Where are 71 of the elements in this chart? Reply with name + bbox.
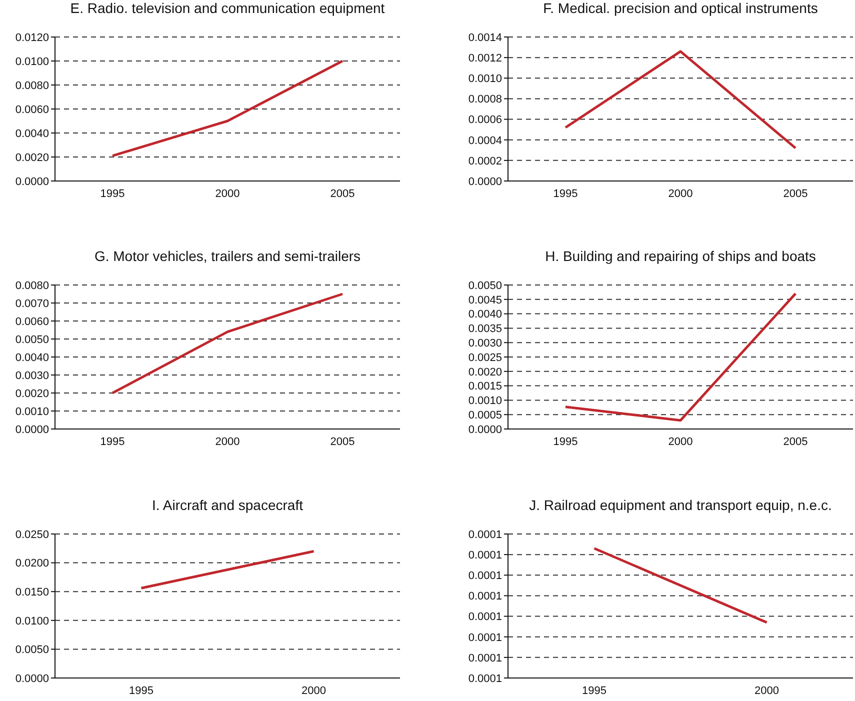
y-tick-label: 0.0060 [15, 104, 49, 116]
x-tick-label: 2000 [754, 684, 779, 697]
y-tick-label: 0.0006 [468, 114, 502, 126]
y-tick-label: 0.0001 [468, 590, 502, 603]
chart-title: F. Medical. precision and optical instruments [542, 0, 819, 18]
chart-title: J. Railroad equipment and transport equip, n.e.c. [528, 497, 833, 515]
x-tick-label: 2005 [783, 188, 808, 200]
y-tick-label: 0.0002 [468, 155, 502, 168]
y-tick-label: 0.0005 [468, 410, 502, 422]
y-tick-label: 0.0030 [15, 370, 49, 382]
y-tick-label: 0.0050 [15, 334, 49, 346]
y-tick-label: 0.0030 [468, 338, 502, 350]
y-tick-label: 0.0015 [468, 380, 502, 393]
y-tick-label: 0.0100 [15, 56, 49, 68]
y-tick-label: 0.0050 [15, 644, 49, 656]
y-tick-label: 0.0200 [15, 558, 49, 570]
y-tick-label: 0.0001 [468, 652, 502, 664]
y-tick-label: 0.0080 [15, 80, 49, 92]
y-tick-label: 0.0010 [15, 406, 49, 418]
y-tick-label: 0.0050 [468, 280, 502, 292]
x-tick-label: 1995 [129, 684, 154, 697]
x-tick-label: 1995 [100, 436, 125, 448]
y-tick-label: 0.0012 [468, 52, 502, 64]
y-tick-label: 0.0001 [468, 632, 502, 644]
y-tick-label: 0.0025 [468, 352, 502, 364]
x-tick-label: 2005 [330, 436, 355, 448]
y-tick-label: 0.0004 [468, 134, 502, 147]
chart-title: I. Aircraft and spacecraft [151, 497, 304, 515]
chart-title: E. Radio. television and communication equipment [69, 0, 386, 18]
y-tick-label: 0.0001 [468, 570, 502, 582]
x-tick-label: 1995 [553, 188, 578, 200]
y-tick-label: 0.0010 [468, 395, 502, 408]
x-tick-label: 2005 [330, 188, 355, 200]
y-tick-label: 0.0008 [468, 94, 502, 106]
x-tick-label: 2000 [668, 188, 693, 200]
y-tick-label: 0.0000 [468, 176, 502, 188]
x-tick-label: 2000 [302, 684, 326, 697]
y-tick-label: 0.0020 [468, 366, 502, 378]
y-tick-label: 0.0150 [15, 586, 49, 599]
y-tick-label: 0.0000 [15, 672, 49, 685]
x-tick-label: 2005 [783, 436, 808, 448]
y-tick-label: 0.0035 [468, 323, 502, 336]
x-tick-label: 2000 [215, 436, 240, 448]
y-tick-label: 0.0040 [15, 128, 49, 140]
y-tick-label: 0.0020 [15, 388, 49, 400]
y-tick-label: 0.0100 [15, 615, 49, 628]
y-tick-label: 0.0070 [15, 298, 49, 310]
y-tick-label: 0.0001 [468, 611, 502, 624]
y-tick-label: 0.0120 [15, 32, 49, 44]
y-tick-label: 0.0001 [468, 549, 502, 562]
y-tick-label: 0.0040 [15, 352, 49, 364]
y-tick-label: 0.0010 [468, 73, 502, 86]
y-tick-label: 0.0000 [15, 424, 49, 436]
y-tick-label: 0.0080 [15, 280, 49, 292]
y-tick-label: 0.0000 [468, 424, 502, 436]
y-tick-label: 0.0000 [15, 176, 49, 188]
y-tick-label: 0.0001 [468, 672, 502, 685]
y-tick-label: 0.0001 [468, 528, 502, 541]
y-tick-label: 0.0014 [468, 32, 502, 44]
y-tick-label: 0.0045 [468, 294, 502, 306]
chart-title: G. Motor vehicles, trailers and semi-trailers [93, 248, 362, 266]
x-tick-label: 2000 [668, 436, 693, 448]
y-tick-label: 0.0040 [468, 308, 502, 321]
y-tick-label: 0.0020 [15, 152, 49, 164]
chart-title: H. Building and repairing of ships and boats [544, 248, 817, 266]
x-tick-label: 1995 [582, 684, 606, 697]
x-tick-label: 1995 [553, 436, 578, 448]
x-tick-label: 1995 [100, 188, 125, 200]
x-tick-label: 2000 [215, 188, 240, 200]
y-tick-label: 0.0250 [15, 528, 49, 541]
y-tick-label: 0.0060 [15, 316, 49, 328]
